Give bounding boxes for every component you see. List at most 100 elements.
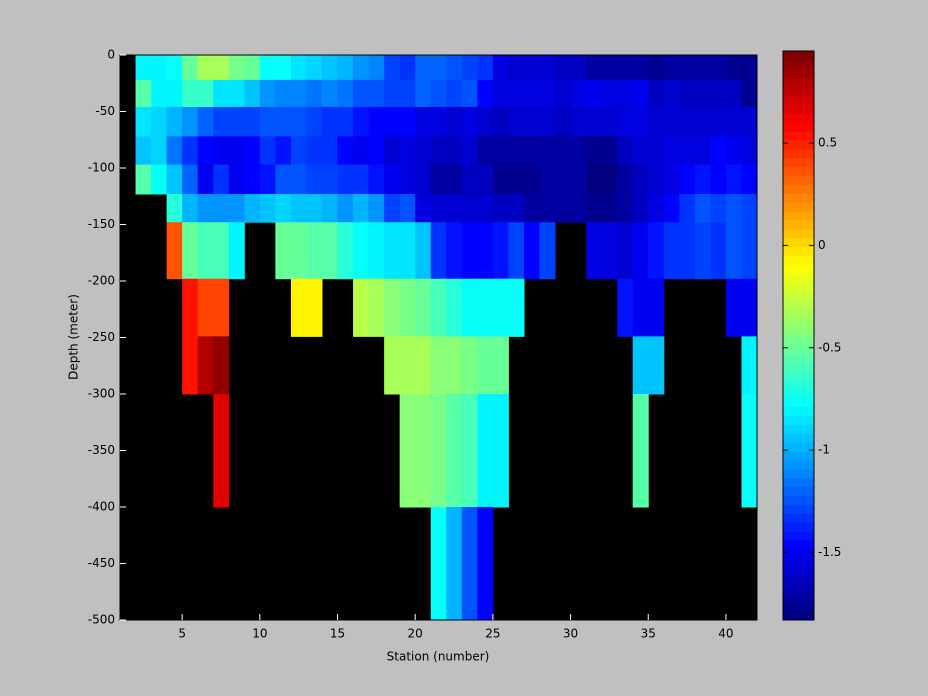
heat-cell — [555, 106, 572, 137]
heat-cell — [228, 222, 245, 280]
heat-cell — [694, 79, 711, 108]
heat-cell — [275, 136, 292, 166]
heat-cell — [166, 164, 183, 195]
colorbar-segment — [783, 131, 814, 141]
heat-cell — [741, 136, 758, 166]
y-tick-label: -50 — [95, 104, 115, 118]
heat-cell — [259, 79, 276, 108]
heat-cell — [321, 164, 339, 195]
colorbar-segment — [783, 539, 814, 550]
colorbar-tick-label: -0.5 — [818, 340, 841, 354]
heat-cell — [477, 507, 494, 621]
heat-cell — [384, 193, 401, 223]
heat-cell — [617, 79, 634, 108]
heat-cell — [523, 106, 540, 137]
heat-cell — [228, 55, 245, 81]
heat-cell — [586, 55, 603, 81]
colorbar-segment — [783, 415, 814, 425]
heat-cell — [523, 222, 540, 280]
heat-cell — [461, 222, 478, 280]
heat-cell — [741, 55, 758, 81]
heat-cell — [399, 79, 416, 108]
heat-cell — [197, 222, 214, 280]
heat-cell — [384, 278, 401, 337]
heat-cell — [601, 193, 618, 223]
heat-cell — [290, 106, 307, 137]
colorbar-segment — [783, 442, 814, 452]
colorbar-segment — [783, 406, 814, 417]
heat-cell — [275, 55, 292, 81]
y-tick-label: -200 — [88, 274, 115, 288]
y-tick-label: -100 — [88, 161, 115, 175]
heat-cell — [617, 106, 634, 137]
heat-cell — [182, 55, 199, 81]
heat-cell — [555, 193, 572, 223]
x-tick-label: 35 — [641, 627, 656, 641]
heat-cell — [197, 336, 214, 395]
heat-cell — [166, 55, 183, 81]
heat-cell — [539, 136, 556, 166]
x-tick-label: 15 — [330, 627, 345, 641]
colorbar-segment — [783, 344, 814, 354]
heat-cell — [725, 106, 742, 137]
heat-cell — [477, 278, 494, 337]
heat-cell — [275, 164, 292, 195]
heat-cell — [508, 164, 525, 195]
heat-cell — [648, 55, 665, 81]
heat-cell — [415, 106, 432, 137]
colorbar-segment — [783, 273, 814, 283]
colorbar-segment — [783, 611, 814, 621]
heat-cell — [508, 193, 525, 223]
heat-cell — [663, 79, 680, 108]
heat-cell — [694, 136, 711, 166]
heat-cell — [306, 136, 323, 166]
x-tick-label: 5 — [178, 627, 186, 641]
heat-cell — [725, 79, 742, 108]
heat-cell — [306, 278, 323, 337]
heat-cell — [446, 55, 463, 81]
colorbar-segment — [783, 122, 814, 132]
colorbar-segment — [783, 353, 814, 363]
heat-cell — [648, 336, 665, 395]
heat-cell — [213, 55, 230, 81]
heat-cell — [710, 106, 727, 137]
heat-cell — [461, 336, 478, 395]
heat-cell — [710, 222, 727, 280]
heat-cell — [461, 278, 478, 337]
heat-cell — [182, 222, 199, 280]
heat-cell — [446, 222, 463, 280]
x-tick-label: 40 — [718, 627, 733, 641]
heat-cell — [275, 79, 292, 108]
heat-cell — [539, 222, 556, 280]
heat-cell — [446, 79, 463, 108]
heat-cell — [539, 193, 556, 223]
heat-cell — [353, 79, 370, 108]
heat-cell — [321, 136, 339, 166]
heat-cell — [555, 136, 572, 166]
heat-cell — [213, 79, 230, 108]
colorbar-segment — [783, 468, 814, 479]
heat-cell — [741, 79, 758, 108]
heat-cell — [710, 79, 727, 108]
heat-cell — [539, 55, 556, 81]
heat-cell — [617, 222, 634, 280]
heat-cell — [601, 136, 618, 166]
heat-cell — [694, 164, 711, 195]
heat-cell — [461, 55, 478, 81]
colorbar-segment — [783, 255, 814, 265]
heat-cell — [151, 55, 168, 81]
heat-cell — [492, 79, 509, 108]
heat-cell — [477, 222, 494, 280]
colorbar-tick-label: -1.5 — [818, 545, 841, 559]
heat-cell — [182, 164, 199, 195]
heat-cell — [632, 55, 649, 81]
heat-cell — [555, 79, 572, 108]
heat-cell — [337, 222, 354, 280]
heat-cell — [166, 136, 183, 166]
colorbar-segment — [783, 513, 814, 523]
colorbar-segment — [783, 326, 814, 336]
colorbar-segment — [783, 113, 814, 123]
heat-cell — [492, 336, 509, 395]
heat-cell — [151, 79, 168, 108]
heat-cell — [244, 79, 261, 108]
